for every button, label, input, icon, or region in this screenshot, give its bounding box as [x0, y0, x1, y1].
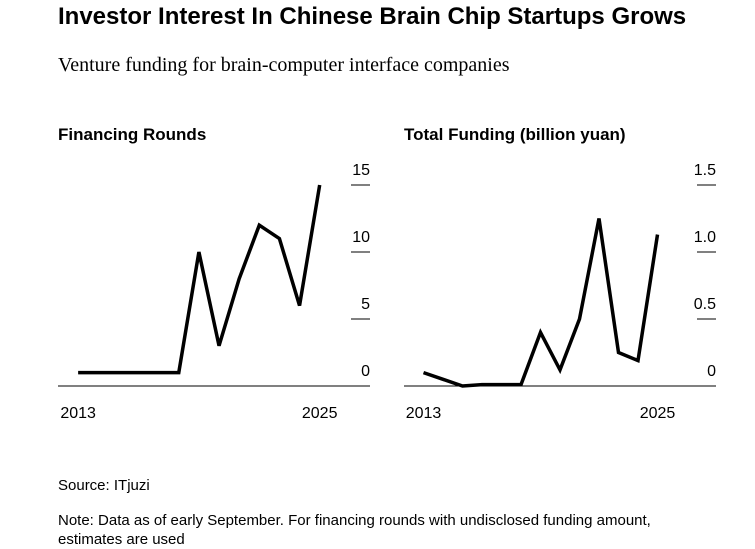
- line: [78, 184, 322, 375]
- line: [422, 218, 660, 388]
- y-tick-label: 0: [361, 363, 370, 380]
- note-text-cont: estimates are used: [58, 531, 185, 548]
- page-title: Investor Interest In Chinese Brain Chip …: [58, 3, 686, 30]
- page-subtitle: Venture funding for brain-computer inter…: [58, 54, 510, 76]
- x-tick-label: 2025: [640, 405, 676, 422]
- y-tick-label: 1.5: [694, 162, 716, 179]
- y-tick-label: 1.0: [694, 229, 716, 246]
- note: Note: Data as of early September. For fi…: [58, 512, 651, 548]
- x-tick-label: 2013: [406, 405, 442, 422]
- y-tick-label: 15: [352, 162, 370, 179]
- y-tick-label: 10: [352, 229, 370, 246]
- y-tick-label: 0: [707, 363, 716, 380]
- panel-title: Total Funding (billion yuan): [404, 125, 626, 144]
- x-tick-label: 2013: [60, 405, 96, 422]
- source: Source: ITjuzi: [58, 477, 150, 494]
- y-tick-label: 0.5: [694, 296, 716, 313]
- y-tick-label: 5: [361, 296, 370, 313]
- note-text: Note: Data as of early September. For fi…: [58, 512, 651, 529]
- x-tick-label: 2025: [302, 405, 338, 422]
- panel-title: Financing Rounds: [58, 125, 206, 144]
